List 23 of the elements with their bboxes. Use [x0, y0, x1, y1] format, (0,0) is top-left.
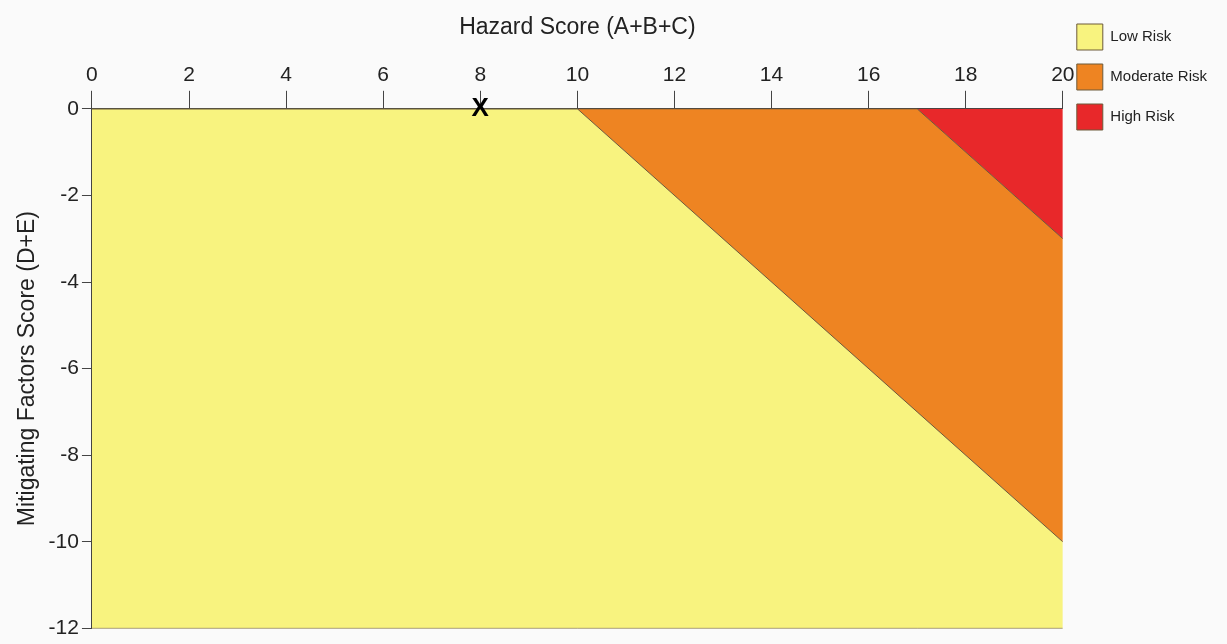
y-tick-label: -6: [60, 355, 79, 379]
x-tick-label: 0: [86, 62, 98, 85]
y-tick-label: -8: [60, 442, 79, 465]
x-tick-label: 8: [474, 62, 487, 85]
y-tick-label: -2: [60, 182, 79, 206]
legend-label: Moderate Risk: [1110, 67, 1208, 85]
x-tick-label: 10: [565, 62, 590, 85]
x-tick-label: 12: [662, 62, 687, 85]
x-tick-label: 20: [1051, 62, 1075, 85]
y-tick-label: -12: [48, 615, 79, 639]
y-tick-label: -4: [60, 268, 80, 292]
y-tick-label: -10: [48, 528, 79, 552]
x-tick-label: 18: [954, 62, 978, 85]
x-tick-label: 4: [280, 62, 293, 85]
x-axis-title: Hazard Score (A+B+C): [459, 13, 696, 40]
x-tick-label: 14: [759, 62, 784, 85]
x-tick-label: 2: [183, 62, 195, 85]
legend-label: High Risk: [1110, 107, 1175, 125]
y-axis-title: Mitigating Factors Score (D+E): [13, 211, 40, 527]
x-tick-label: 6: [377, 62, 390, 85]
x-tick-label: 16: [856, 62, 881, 85]
legend-label: Low Risk: [1110, 27, 1172, 45]
y-tick-label: 0: [67, 95, 79, 119]
